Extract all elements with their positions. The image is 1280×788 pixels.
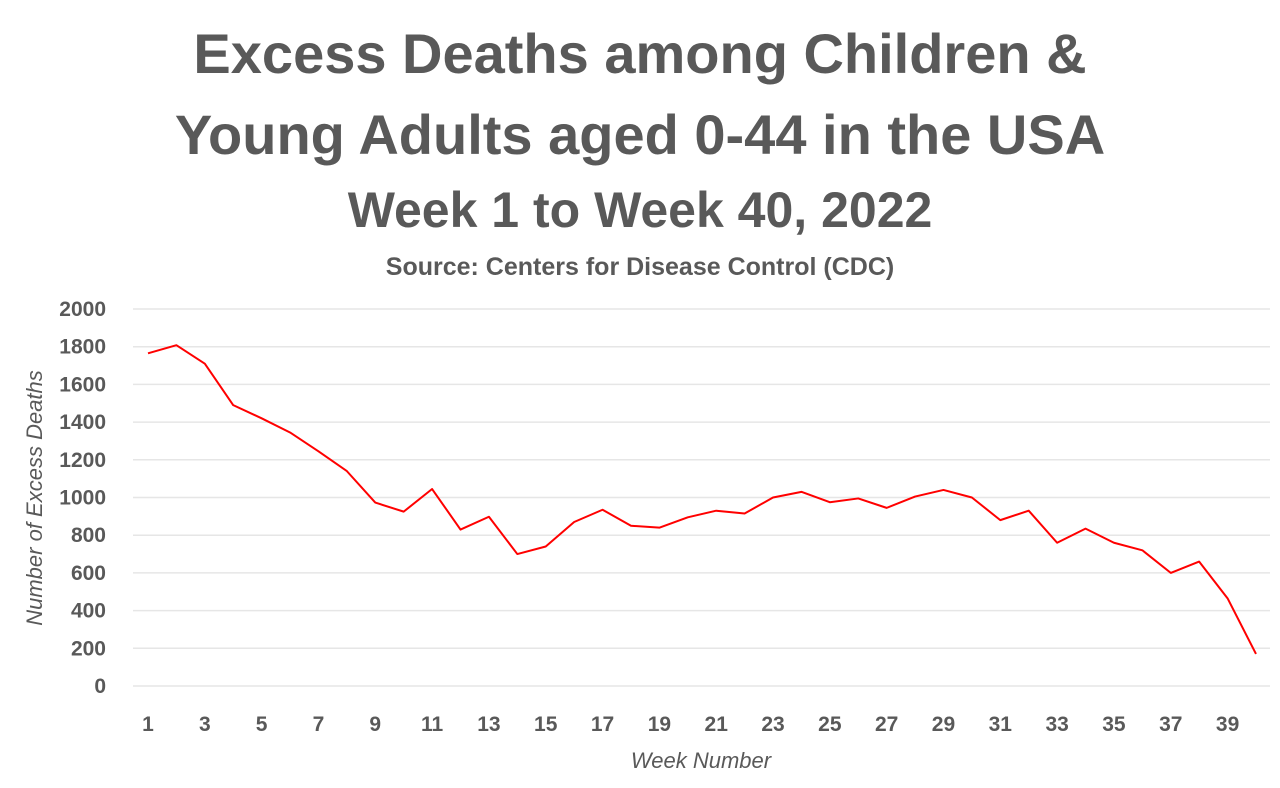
y-tick-label: 200 bbox=[71, 637, 106, 660]
y-tick-label: 1400 bbox=[59, 411, 106, 434]
x-tick-label: 29 bbox=[932, 713, 955, 736]
x-tick-label: 23 bbox=[761, 713, 784, 736]
x-tick-label: 15 bbox=[534, 713, 558, 736]
x-tick-label: 25 bbox=[818, 713, 842, 736]
chart-title-line-1: Excess Deaths among Children & bbox=[193, 22, 1087, 85]
y-tick-label: 0 bbox=[94, 675, 106, 698]
x-tick-label: 37 bbox=[1159, 713, 1182, 736]
y-tick-label: 400 bbox=[71, 600, 106, 623]
x-tick-label: 9 bbox=[369, 713, 381, 736]
y-tick-label: 2000 bbox=[59, 298, 106, 321]
x-tick-label: 21 bbox=[705, 713, 729, 736]
y-tick-label: 1800 bbox=[59, 336, 106, 359]
x-tick-label: 7 bbox=[313, 713, 325, 736]
y-tick-label: 1200 bbox=[59, 449, 106, 472]
series-line bbox=[147, 344, 1257, 655]
y-axis-ticks: 0 200 400 600 800 1000 1200 1400 1600 1800 2000 bbox=[59, 298, 106, 698]
x-tick-label: 19 bbox=[648, 713, 671, 736]
x-tick-label: 35 bbox=[1102, 713, 1126, 736]
x-axis-ticks: 1 3 5 7 9 11 13 15 17 19 21 23 25 27 29 31 33 35 37 39 bbox=[142, 713, 1239, 736]
x-tick-label: 5 bbox=[256, 713, 268, 736]
x-tick-label: 33 bbox=[1045, 713, 1068, 736]
series-excess-deaths bbox=[147, 344, 1257, 655]
x-tick-label: 39 bbox=[1216, 713, 1239, 736]
chart-subtitle-source: Source: Centers for Disease Control (CDC… bbox=[385, 253, 895, 281]
y-tick-label: 600 bbox=[71, 562, 106, 585]
y-tick-label: 1600 bbox=[59, 373, 106, 396]
chart-title-line-3: Week 1 to Week 40, 2022 bbox=[347, 182, 933, 238]
x-tick-label: 13 bbox=[477, 713, 500, 736]
x-tick-label: 31 bbox=[989, 713, 1013, 736]
x-axis-label: Week Number bbox=[631, 748, 773, 773]
y-tick-label: 800 bbox=[71, 524, 106, 547]
x-tick-label: 1 bbox=[142, 713, 154, 736]
y-tick-label: 1000 bbox=[59, 487, 106, 510]
x-tick-label: 11 bbox=[421, 713, 444, 736]
gridlines bbox=[133, 308, 1270, 687]
x-tick-label: 17 bbox=[591, 713, 614, 736]
y-axis-label: Number of Excess Deaths bbox=[22, 370, 47, 626]
x-tick-label: 27 bbox=[875, 713, 898, 736]
x-tick-label: 3 bbox=[199, 713, 211, 736]
chart-title-line-2: Young Adults aged 0-44 in the USA bbox=[174, 103, 1106, 166]
